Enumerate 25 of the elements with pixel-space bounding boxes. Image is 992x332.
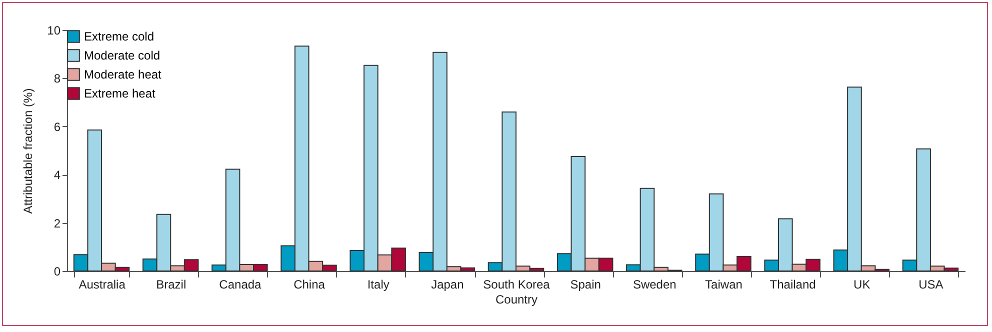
y-tick-label: 4 bbox=[54, 168, 61, 182]
x-tick-label: Canada bbox=[219, 278, 262, 292]
x-tick-label: Italy bbox=[367, 278, 390, 292]
legend-label: Extreme cold bbox=[84, 30, 154, 44]
x-tick-label: USA bbox=[918, 278, 944, 292]
y-tick-label: 8 bbox=[54, 72, 61, 86]
x-tick-label: Thailand bbox=[770, 278, 816, 292]
y-tick-label: 10 bbox=[47, 24, 61, 38]
x-tick-label: Australia bbox=[78, 278, 126, 292]
x-tick-label: Sweden bbox=[632, 278, 676, 292]
legend-label: Moderate cold bbox=[84, 48, 160, 62]
x-tick-label: Spain bbox=[570, 278, 601, 292]
y-tick-label: 0 bbox=[54, 264, 61, 278]
y-tick-label: 6 bbox=[54, 120, 61, 134]
x-tick-label: UK bbox=[854, 278, 870, 292]
y-tick-label: 2 bbox=[54, 216, 61, 230]
x-axis-title: Country bbox=[495, 292, 538, 306]
legend-label: Extreme heat bbox=[84, 86, 156, 100]
x-tick-label: Brazil bbox=[156, 278, 186, 292]
y-axis-title: Attributable fraction (%) bbox=[21, 88, 36, 214]
x-tick-label: China bbox=[294, 278, 326, 292]
x-tick-label: Taiwan bbox=[705, 278, 742, 292]
x-tick-label: Japan bbox=[431, 278, 464, 292]
legend-label: Moderate heat bbox=[84, 68, 162, 82]
x-tick-label: South Korea bbox=[483, 278, 550, 292]
